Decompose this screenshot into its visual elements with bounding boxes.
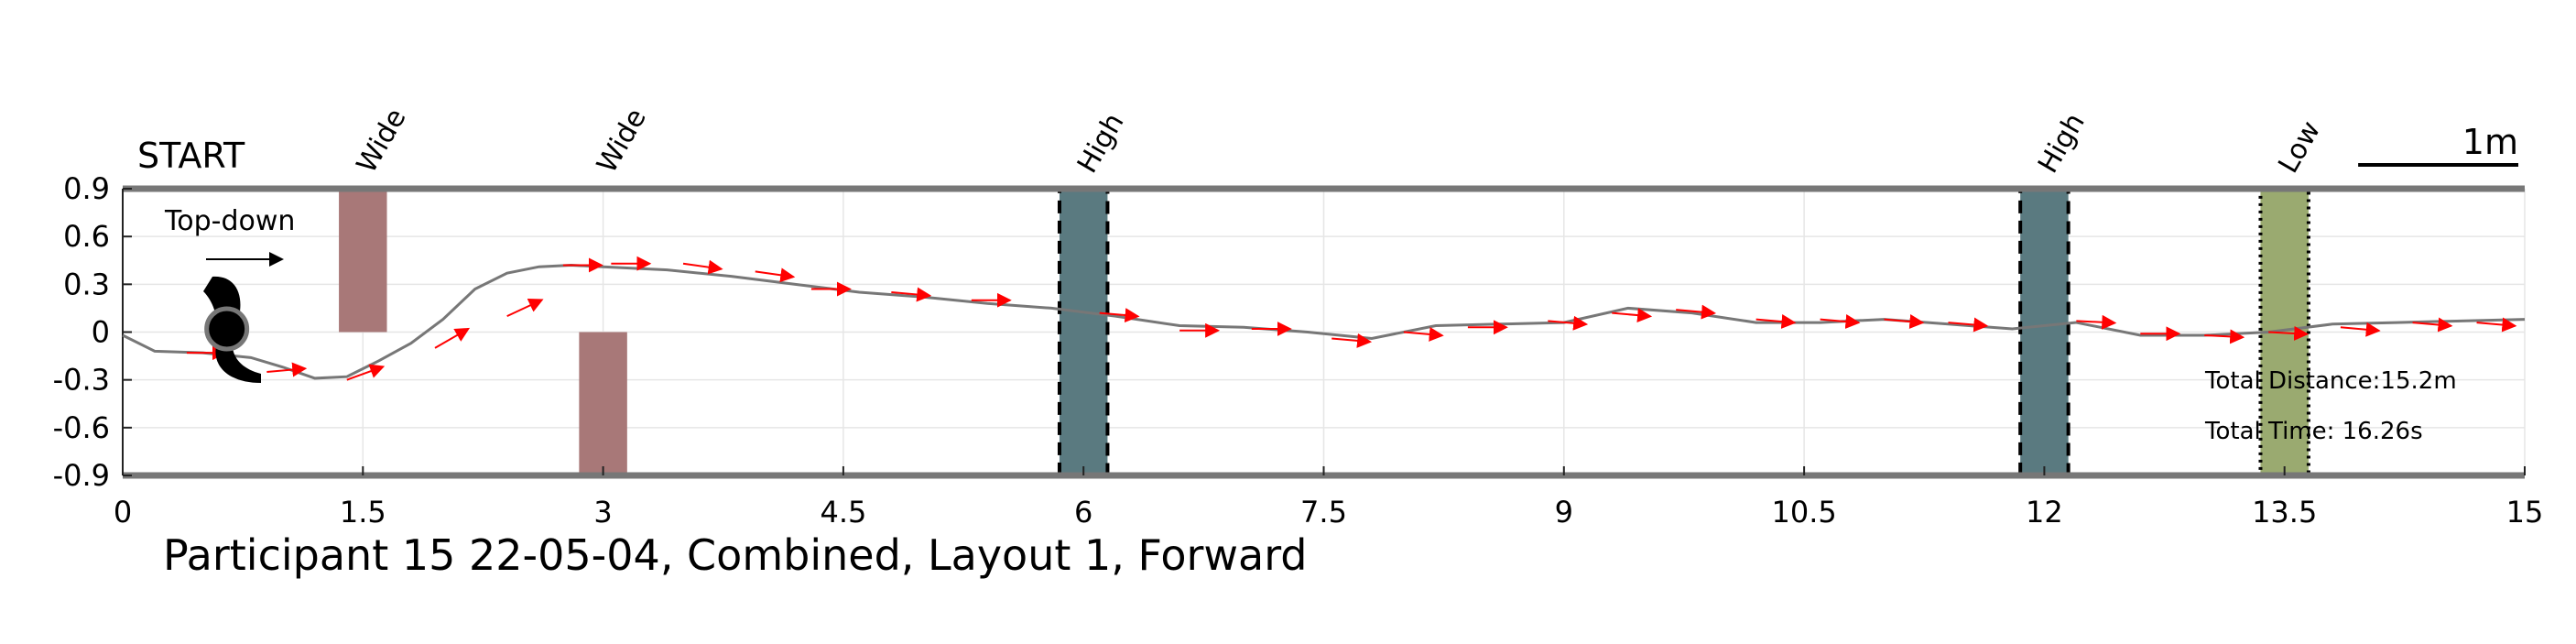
- y-tick-label: 0.9: [63, 171, 110, 206]
- heading-arrow: [1755, 314, 1797, 329]
- x-tick-label: 6: [1074, 495, 1092, 529]
- obstacle-label: Wide: [351, 104, 413, 179]
- heading-arrow: [2340, 322, 2381, 337]
- heading-arrow: [266, 362, 308, 377]
- heading-arrow: [1676, 304, 1717, 320]
- y-tick-label: -0.3: [53, 363, 110, 398]
- grid: [122, 188, 2526, 476]
- x-tick-label: 7.5: [1300, 495, 1347, 529]
- heading-arrow: [2268, 325, 2310, 341]
- heading-arrow: [434, 327, 471, 349]
- heading-arrow: [682, 259, 723, 275]
- heading-arrow: [1099, 308, 1140, 323]
- axes: [122, 185, 2526, 479]
- x-tick-label: 10.5: [1771, 495, 1836, 529]
- obstacle-label: High: [1071, 108, 1131, 179]
- trajectory-line: [122, 263, 2526, 380]
- heading-arrow: [2204, 329, 2245, 344]
- obstacle-label: Wide: [591, 104, 653, 179]
- heading-arrows: [186, 256, 2517, 381]
- obstacle-label: Low: [2272, 115, 2327, 179]
- total-time: Total Time: 16.26s: [2204, 418, 2423, 445]
- x-tick-labels: 0 1.5 3 4.5 6 7.5 9 10.5 12 13.5 15: [114, 495, 2544, 529]
- heading-arrow: [891, 287, 932, 302]
- heading-arrow: [346, 364, 386, 381]
- scale-bar-label: 1m: [2462, 122, 2518, 162]
- x-tick-label: 0: [114, 495, 132, 529]
- heading-arrow: [2476, 317, 2517, 333]
- heading-arrow: [1820, 314, 1861, 329]
- y-tick-label: -0.6: [53, 410, 110, 445]
- x-tick-label: 9: [1555, 495, 1573, 529]
- heading-arrow: [1884, 314, 1925, 329]
- obstacle-wide: [579, 332, 627, 475]
- heading-arrow: [506, 299, 544, 318]
- heading-arrow: [1548, 315, 1589, 331]
- x-tick-label: 12: [2026, 495, 2063, 529]
- heading-arrow: [755, 267, 796, 283]
- heading-arrow: [1331, 333, 1373, 348]
- direction-label: Top-down: [164, 205, 295, 237]
- start-marker: [203, 276, 261, 383]
- obstacle-labels: Wide Wide High High Low: [351, 104, 2327, 179]
- total-distance: Total Distance:15.2m: [2204, 367, 2457, 395]
- y-tick-label: 0.6: [63, 219, 110, 254]
- heading-arrow: [1948, 317, 1989, 333]
- start-label: START: [137, 136, 245, 176]
- obstacle-high: [2018, 187, 2071, 477]
- y-tick-label: 0.3: [63, 267, 110, 301]
- trajectory: [122, 263, 2526, 380]
- chart-title: Participant 15 22-05-04, Combined, Layou…: [163, 530, 1308, 580]
- x-tick-label: 15: [2506, 495, 2544, 529]
- y-tick-label: 0: [92, 315, 110, 350]
- x-tick-label: 1.5: [340, 495, 386, 529]
- x-tick-label: 13.5: [2252, 495, 2317, 529]
- x-tick-label: 4.5: [820, 495, 866, 529]
- y-tick-label: -0.9: [53, 458, 110, 493]
- y-tick-labels: 0.9 0.6 0.3 0 -0.3 -0.6 -0.9: [53, 171, 110, 493]
- obstacle-wide: [339, 189, 387, 333]
- heading-arrow: [2412, 317, 2453, 333]
- heading-arrow: [1403, 326, 1444, 342]
- x-tick-label: 3: [593, 495, 612, 529]
- heading-arrow: [1612, 308, 1653, 323]
- obstacle-high: [1057, 187, 1110, 477]
- obstacle-label: High: [2032, 108, 2092, 179]
- heading-arrow: [2076, 314, 2117, 330]
